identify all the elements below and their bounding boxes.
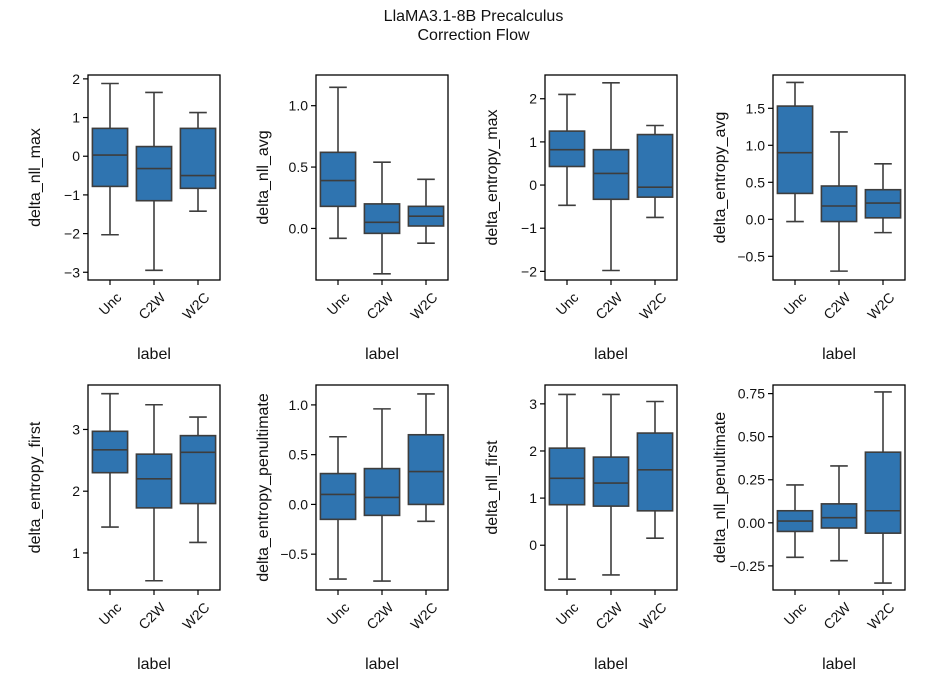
panel7-xtick-label: W2C bbox=[636, 599, 669, 632]
panel3-ylabel: delta_entropy_max bbox=[484, 109, 501, 245]
panel6-ytick-label: −0.5 bbox=[280, 546, 308, 562]
panel2-ytick-label: 0.5 bbox=[289, 159, 309, 175]
panel7-ytick-label: 3 bbox=[529, 396, 537, 412]
panel3-xtick-label: C2W bbox=[592, 289, 626, 323]
panel8-xtick-label: Unc bbox=[781, 599, 810, 628]
panel2-xtick-label: Unc bbox=[324, 289, 353, 318]
panel7-ylabel: delta_nll_first bbox=[484, 440, 501, 535]
panel3-ytick-label: −1 bbox=[521, 220, 537, 236]
panel1-ytick-label: −2 bbox=[64, 226, 80, 242]
panel7-w2c-box bbox=[636, 432, 674, 512]
panel7-ytick-label: 2 bbox=[529, 443, 537, 459]
panel1-xtick-label: Unc bbox=[96, 289, 125, 318]
panel5-xlabel: label bbox=[137, 656, 171, 673]
panel4-unc-box bbox=[776, 105, 814, 195]
panel3-xtick-label: Unc bbox=[553, 289, 582, 318]
panel2-ytick-label: 1.0 bbox=[289, 98, 309, 114]
panel5-w2c-box bbox=[179, 434, 217, 505]
panel5-xtick-label: Unc bbox=[96, 599, 125, 628]
panel6-unc-box bbox=[319, 472, 357, 521]
panel2-xtick-label: W2C bbox=[407, 289, 440, 322]
panel1-ytick-label: 2 bbox=[72, 71, 80, 87]
panel6-ytick-label: 0.5 bbox=[289, 447, 309, 463]
panel1-c2w-box bbox=[135, 145, 173, 202]
panel3-ytick-label: 0 bbox=[529, 177, 537, 193]
panel6-xlabel: label bbox=[365, 656, 399, 673]
panel5-ytick-label: 1 bbox=[72, 545, 80, 561]
panel3-c2w-box bbox=[592, 148, 630, 201]
panel5-ytick-label: 3 bbox=[72, 421, 80, 437]
panel8-xtick-label: C2W bbox=[820, 599, 854, 633]
panel8-w2c-box bbox=[864, 451, 902, 534]
panel2-unc-box bbox=[319, 151, 357, 208]
panel8-xlabel: label bbox=[822, 656, 856, 673]
panel6-xtick-label: C2W bbox=[363, 599, 397, 633]
panel5-xtick-label: W2C bbox=[179, 599, 212, 632]
panel4-ytick-label: 1.5 bbox=[746, 100, 766, 116]
panel2-xlabel: label bbox=[365, 346, 399, 363]
panel8-ytick-label: 0.75 bbox=[738, 386, 765, 402]
panel3-ytick-label: 2 bbox=[529, 91, 537, 107]
panel7-c2w-box bbox=[592, 456, 630, 507]
panel1-ylabel: delta_nll_max bbox=[27, 128, 44, 227]
panel8-ytick-label: 0.25 bbox=[738, 472, 765, 488]
panel1-xlabel: label bbox=[137, 346, 171, 363]
panel6-w2c-box bbox=[407, 433, 445, 506]
panel5-ytick-label: 2 bbox=[72, 483, 80, 499]
panel1-xtick-label: W2C bbox=[179, 289, 212, 322]
panel4-ytick-label: −0.5 bbox=[737, 248, 765, 264]
panel7-xtick-label: C2W bbox=[592, 599, 626, 633]
panel7-xtick-label: Unc bbox=[553, 599, 582, 628]
panel4-xtick-label: C2W bbox=[820, 289, 854, 323]
panel2-c2w-box bbox=[363, 203, 401, 235]
panel3-ytick-label: −2 bbox=[521, 263, 537, 279]
panel4-c2w-box bbox=[820, 185, 858, 223]
panel8-ytick-label: 0.50 bbox=[738, 429, 765, 445]
panel1-ytick-label: 0 bbox=[72, 148, 80, 164]
panel5-unc-box bbox=[91, 430, 129, 474]
panel4-xlabel: label bbox=[822, 346, 856, 363]
panel4-ytick-label: 0.5 bbox=[746, 174, 766, 190]
panel4-ylabel: delta_entropy_avg bbox=[712, 112, 729, 244]
panel6-xtick-label: Unc bbox=[324, 599, 353, 628]
panel2-xtick-label: C2W bbox=[363, 289, 397, 323]
figure-subtitle: Correction Flow bbox=[417, 27, 530, 44]
panel6-ytick-label: 1.0 bbox=[289, 397, 309, 413]
panel1-w2c-box bbox=[179, 127, 217, 190]
panel5-xtick-label: C2W bbox=[135, 599, 169, 633]
panel8-c2w-box bbox=[820, 503, 858, 529]
panel1-ytick-label: −3 bbox=[64, 264, 80, 280]
panel7-unc-box bbox=[548, 447, 586, 506]
panel3-xtick-label: W2C bbox=[636, 289, 669, 322]
panel8-ytick-label: −0.25 bbox=[730, 558, 766, 574]
panel3-unc-box bbox=[548, 130, 586, 168]
panel6-xtick-label: W2C bbox=[407, 599, 440, 632]
panel1-unc-box bbox=[91, 127, 129, 188]
panel7-xlabel: label bbox=[594, 656, 628, 673]
panel2-ytick-label: 0.0 bbox=[289, 220, 309, 236]
panel3-ytick-label: 1 bbox=[529, 134, 537, 150]
panel4-ytick-label: 1.0 bbox=[746, 137, 766, 153]
panel8-ylabel: delta_nll_penultimate bbox=[712, 412, 729, 563]
panel4-ytick-label: 0.0 bbox=[746, 211, 766, 227]
panel6-ytick-label: 0.0 bbox=[289, 496, 309, 512]
panel1-ytick-label: 1 bbox=[72, 110, 80, 126]
panel1-ytick-label: −1 bbox=[64, 187, 80, 203]
panel8-ytick-label: 0.00 bbox=[738, 515, 765, 531]
panel8-xtick-label: W2C bbox=[864, 599, 897, 632]
panel6-ylabel: delta_entropy_penultimate bbox=[255, 393, 272, 582]
panel7-ytick-label: 1 bbox=[529, 490, 537, 506]
figure-title: LlaMA3.1-8B Precalculus bbox=[383, 8, 564, 25]
panel6-c2w-box bbox=[363, 467, 401, 517]
panel2-ylabel: delta_nll_avg bbox=[255, 130, 272, 224]
panel1-xtick-label: C2W bbox=[135, 289, 169, 323]
panel4-xtick-label: W2C bbox=[864, 289, 897, 322]
panel4-xtick-label: Unc bbox=[781, 289, 810, 318]
panel5-ylabel: delta_entropy_first bbox=[27, 421, 44, 553]
panel5-c2w-box bbox=[135, 453, 173, 509]
panel3-xlabel: label bbox=[594, 346, 628, 363]
panel7-ytick-label: 0 bbox=[529, 537, 537, 553]
